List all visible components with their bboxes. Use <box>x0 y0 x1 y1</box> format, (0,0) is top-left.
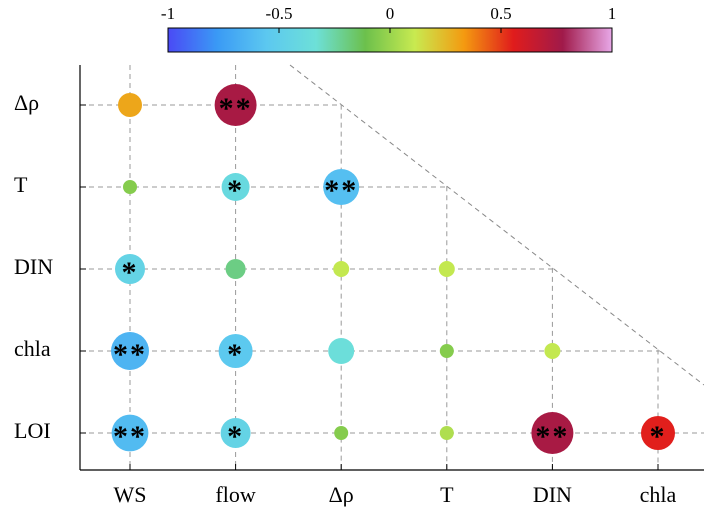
significance-label: * <box>227 420 244 453</box>
diagonal <box>289 64 704 386</box>
correlation-dot <box>214 84 257 126</box>
y-tick-label: LOI <box>14 418 51 443</box>
correlation-dot <box>439 426 454 440</box>
x-tick-label: WS <box>114 482 147 507</box>
colorbar-tick-label: -1 <box>161 4 175 23</box>
y-tick-label: chla <box>14 336 51 361</box>
significance-label: * <box>227 338 244 371</box>
correlation-dot <box>115 254 145 284</box>
x-tick-label: chla <box>640 482 677 507</box>
y-tick-label: DIN <box>14 254 53 279</box>
significance-label: ** <box>113 338 147 371</box>
correlation-dot <box>221 173 250 201</box>
significance-label: ** <box>113 420 147 453</box>
correlation-dot <box>111 414 149 452</box>
x-tick-label: T <box>440 482 454 507</box>
x-tick-label: flow <box>215 482 255 507</box>
x-tick-label: DIN <box>533 482 572 507</box>
significance-label: ** <box>219 92 253 125</box>
correlation-dot <box>118 93 142 117</box>
significance-label: ** <box>324 174 358 207</box>
significance-label: * <box>650 420 667 453</box>
significance-label: * <box>227 174 244 207</box>
correlation-dot <box>334 426 349 440</box>
colorbar-tick-label: 0 <box>386 4 395 23</box>
correlation-dot <box>220 418 251 448</box>
correlation-dot <box>641 416 675 450</box>
correlation-dot <box>225 259 246 279</box>
significance-label: * <box>122 256 139 289</box>
correlation-dot <box>123 180 137 194</box>
correlation-dot <box>333 261 350 277</box>
significance-label: ** <box>535 420 569 453</box>
y-tick-label: T <box>14 172 28 197</box>
correlation-dot <box>218 334 253 368</box>
colorbar-tick-label: 0.5 <box>490 4 511 23</box>
correlation-dot <box>531 412 574 454</box>
x-tick-label: Δρ <box>329 482 354 507</box>
y-tick-label: Δρ <box>14 90 39 115</box>
correlation-dot <box>323 169 360 205</box>
correlation-dot <box>111 332 149 370</box>
colorbar-tick-label: 1 <box>608 4 617 23</box>
correlation-dot <box>438 261 455 277</box>
correlation-dot <box>439 344 454 358</box>
colorbar-tick-label: -0.5 <box>266 4 293 23</box>
correlation-dot <box>328 338 355 364</box>
correlation-dot <box>544 343 561 359</box>
